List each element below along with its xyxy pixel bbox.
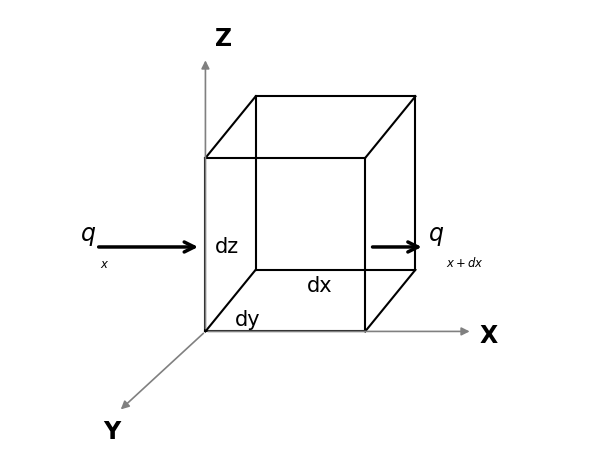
Text: dy: dy [235,310,261,330]
Text: $_{x+dx}$: $_{x+dx}$ [446,251,484,269]
Text: dx: dx [307,276,332,296]
Text: $q$: $q$ [428,224,444,248]
Text: $_x$: $_x$ [100,251,109,269]
Text: X: X [479,324,498,348]
Text: $q$: $q$ [80,224,96,248]
Text: Y: Y [103,420,120,444]
Text: Z: Z [215,27,231,51]
Text: dz: dz [215,237,239,257]
